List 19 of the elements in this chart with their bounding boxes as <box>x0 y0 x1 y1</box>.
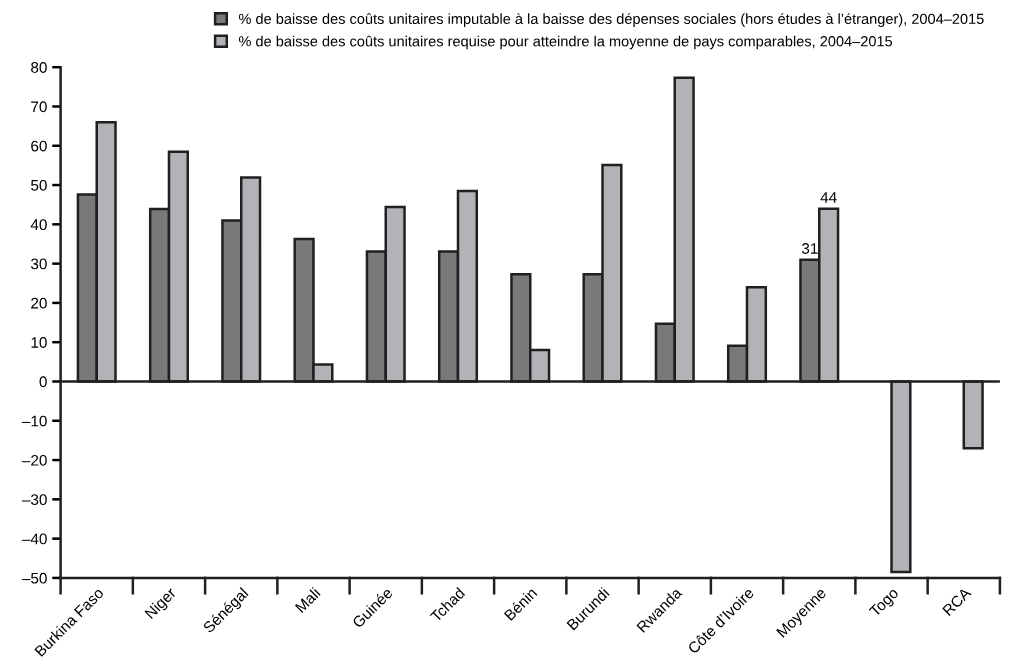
y-tick-label: 50 <box>31 179 47 191</box>
legend-label: % de baisse des coûts unitaires imputable à la baisse des dépenses sociales (hors études à l’étranger), 2004–2015 <box>238 13 984 27</box>
y-tick-label: –40 <box>21 533 47 545</box>
data-label: 44 <box>820 192 837 203</box>
y-tick-label: 60 <box>31 140 47 152</box>
y-tick-label: 0 <box>39 376 47 388</box>
legend-label: % de baisse des coûts unitaires requise pour atteindre la moyenne de pays comparables, 2004–2015 <box>238 35 893 50</box>
y-tick-label: 30 <box>31 258 47 270</box>
y-tick-label: 80 <box>31 62 47 73</box>
y-tick-label: 10 <box>31 337 47 348</box>
y-tick-label: –30 <box>21 494 47 506</box>
y-tick-label: –10 <box>21 415 47 427</box>
y-tick-label: 70 <box>31 101 47 113</box>
data-label: 31 <box>801 243 818 254</box>
y-tick-label: 20 <box>31 297 47 309</box>
y-tick-label: 40 <box>30 219 47 231</box>
y-tick-label: –20 <box>21 454 47 466</box>
y-tick-label: –50 <box>21 572 47 584</box>
x-tick-label: Togo <box>868 587 902 620</box>
